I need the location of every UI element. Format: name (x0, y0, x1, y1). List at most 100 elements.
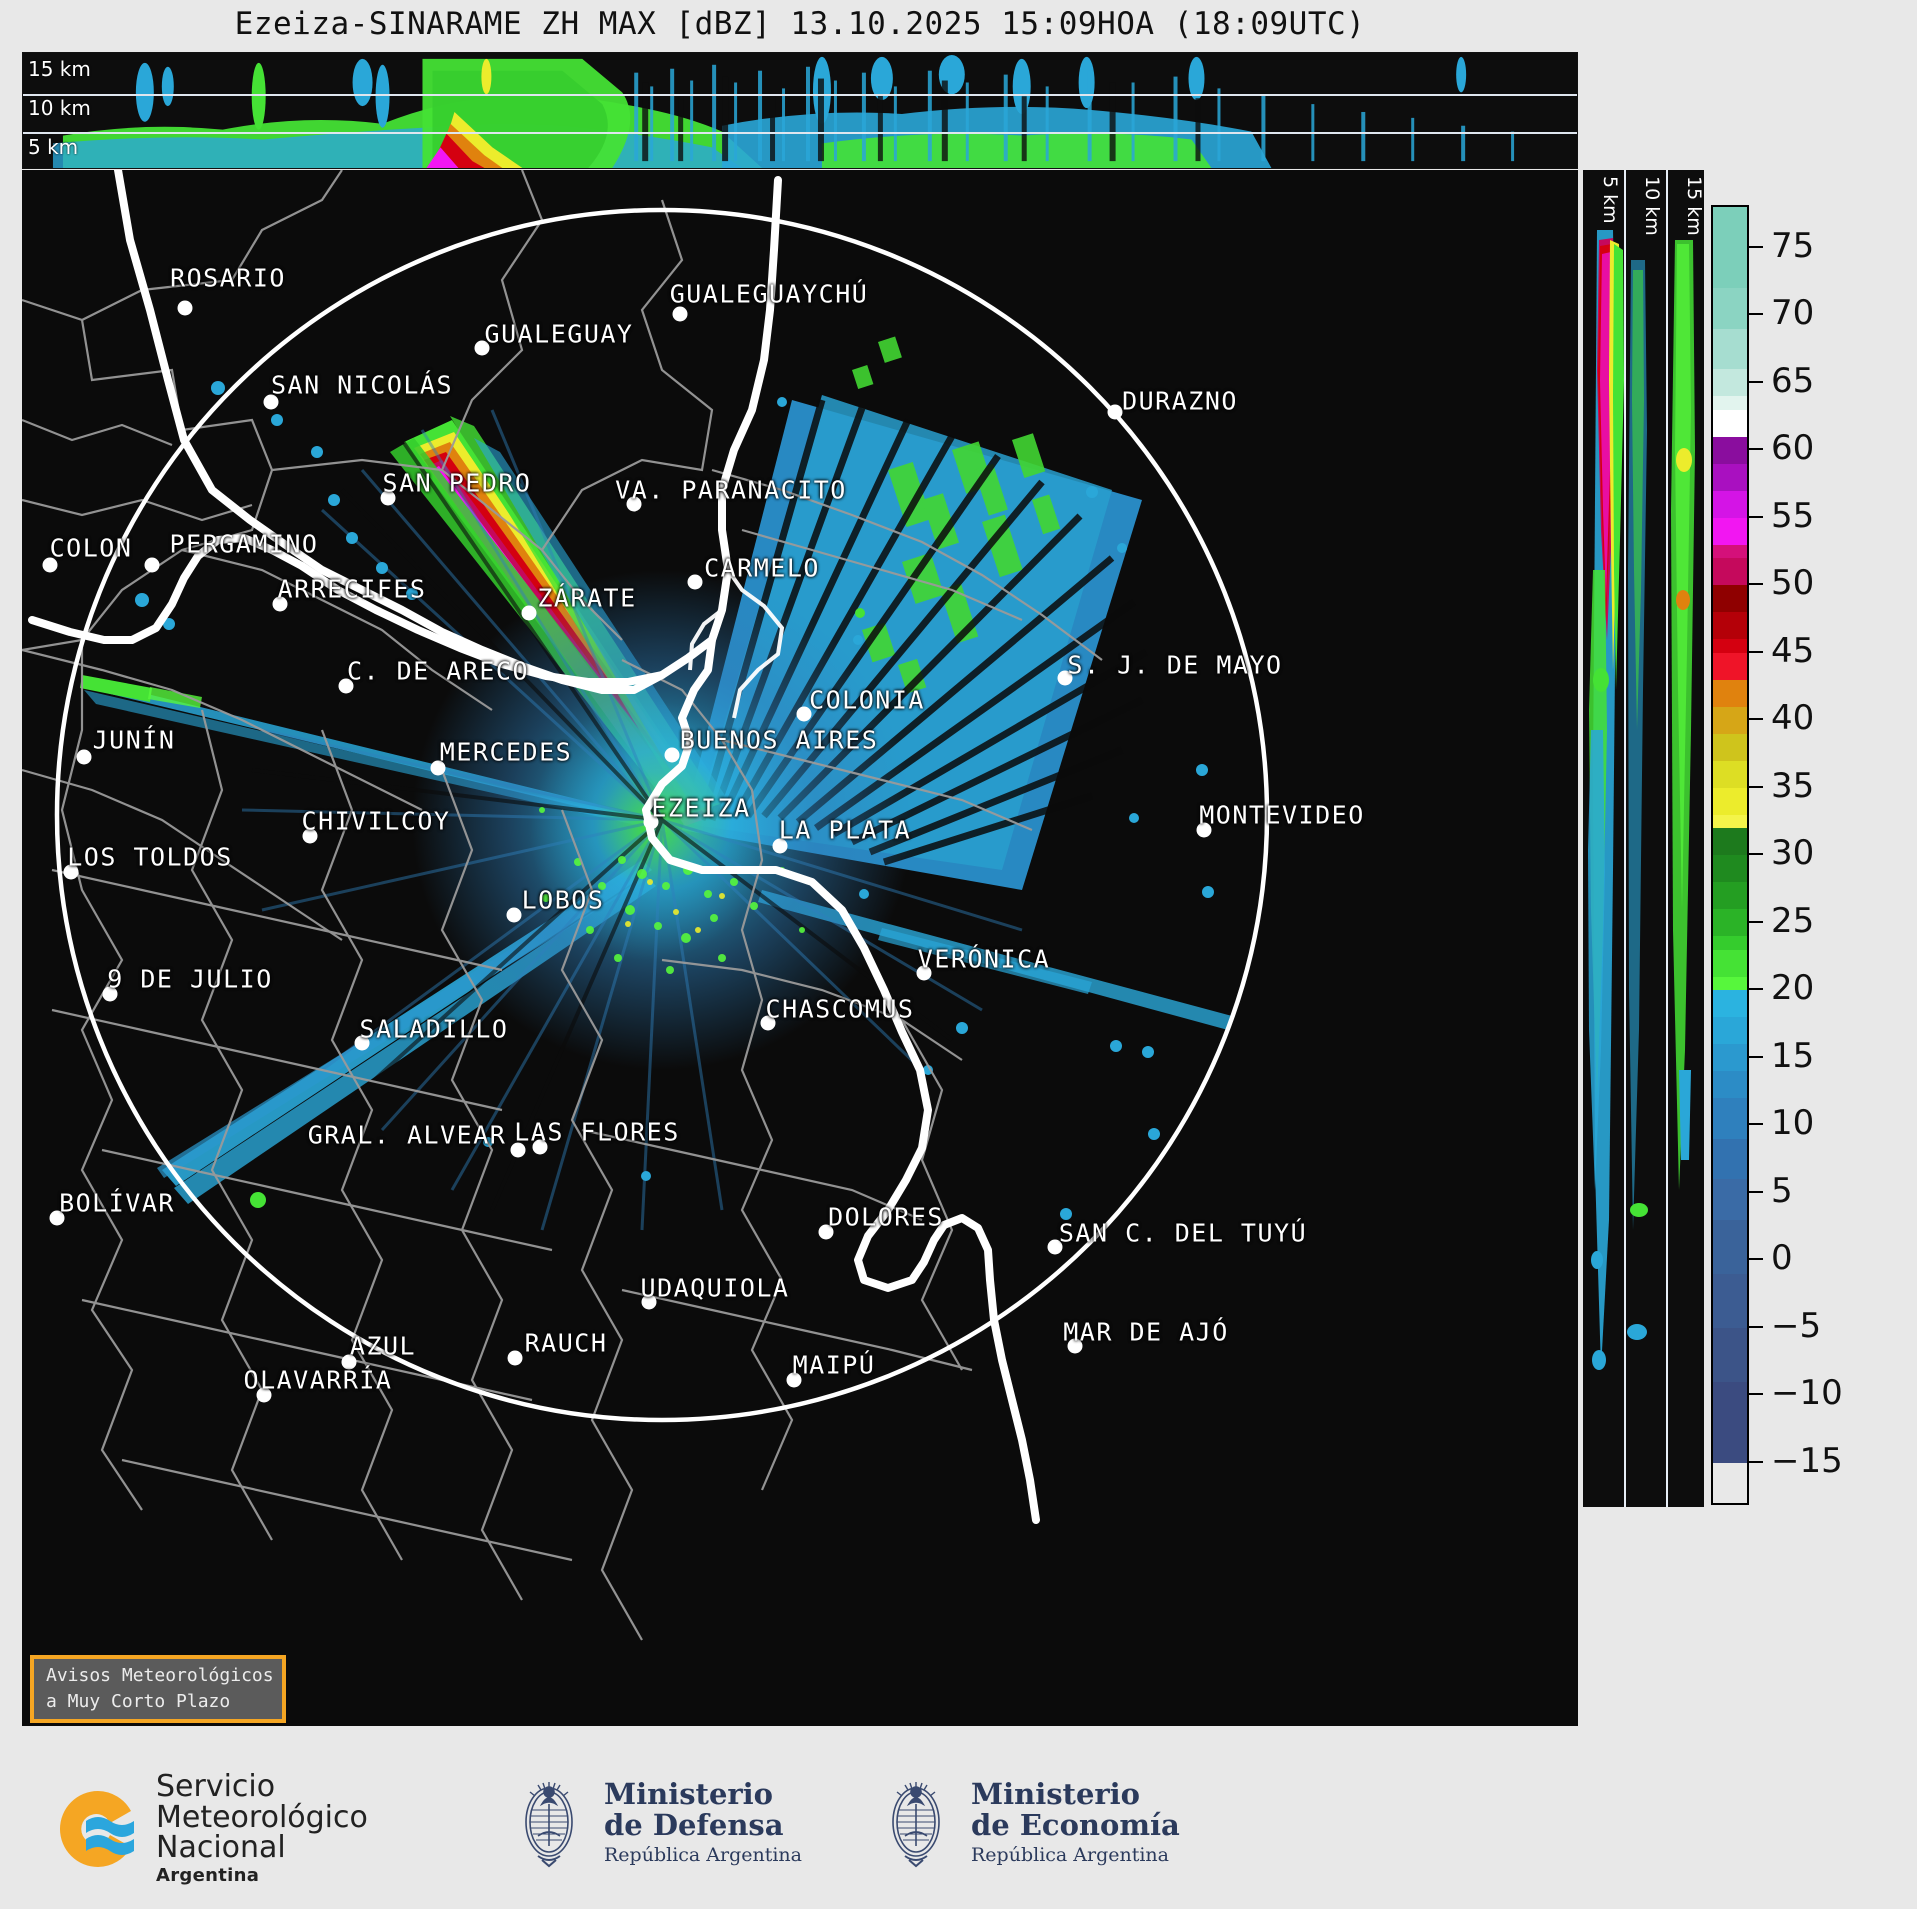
colorbar-segment (1713, 207, 1747, 248)
city-dot (786, 1372, 802, 1388)
colorbar-tick-label: 5 (1771, 1170, 1793, 1211)
colorbar-tick-label: 20 (1771, 968, 1815, 1008)
radar-plan-view-map[interactable]: ROSARIO GUALEGUAYCHÚ GUALEGUAY SAN NICOLÁS D… (22, 170, 1578, 1726)
logo-ministerio-economia: Ministerio de Economía República Argenti… (875, 1774, 1180, 1870)
colorbar-tick (1749, 380, 1763, 383)
colorbar-segment (1713, 976, 1747, 990)
colorbar-segment (1713, 463, 1747, 491)
colorbar-tick (1749, 245, 1763, 248)
city-dot (626, 496, 642, 512)
colorbar-tick-label: 40 (1771, 698, 1815, 738)
map-canvas (22, 170, 1578, 1726)
city-dot (272, 596, 288, 612)
colorbar-segment (1713, 1273, 1747, 1328)
colorbar-segment (1713, 328, 1747, 369)
dbz-colorbar (1711, 205, 1749, 1505)
colorbar-segment (1713, 909, 1747, 936)
city-dot (177, 300, 193, 316)
city-dot (760, 1015, 776, 1031)
city-dot (380, 490, 396, 506)
city-dot (687, 574, 703, 590)
colorbar-tick (1749, 1393, 1763, 1395)
city-dot (641, 1294, 657, 1310)
vertical-strip-label-10km: 10 km (1641, 176, 1663, 236)
colorbar-segment (1713, 855, 1747, 882)
dbz-colorbar-ticks: 75 70 65 60 55 50 45 40 35 30 25 20 15 10 5 0 −5 −10 −15 (1749, 205, 1899, 1505)
colorbar-tick-label: −15 (1771, 1440, 1843, 1481)
city-dot (49, 1210, 65, 1226)
colorbar-segment (1713, 760, 1747, 788)
city-dot (1047, 1239, 1063, 1255)
vertical-strip-label-15km: 15 km (1683, 176, 1704, 236)
city-dot (144, 557, 160, 573)
city-dot (521, 605, 537, 621)
city-dot (643, 814, 659, 830)
colorbar-tick (1749, 515, 1763, 518)
colorbar-tick-label: 60 (1771, 428, 1815, 468)
city-dot (341, 1354, 357, 1370)
colorbar-segment (1713, 1327, 1747, 1382)
colorbar-segment (1713, 679, 1747, 707)
colorbar-segment (1713, 585, 1747, 612)
city-dot (430, 760, 446, 776)
colorbar-segment (1713, 558, 1747, 585)
right-cross-section-panel: 5 km 10 km 15 km (1583, 170, 1704, 1507)
colorbar-tick-label: 75 (1771, 225, 1815, 266)
vertical-strip-label-5km: 5 km (1599, 176, 1621, 224)
smn-logo-icon (59, 1790, 134, 1867)
nowcast-warning-box[interactable]: Avisos Meteorológicos a Muy Corto Plazo (30, 1655, 286, 1723)
colorbar-tick (1749, 1258, 1763, 1260)
colorbar-segment (1713, 369, 1747, 396)
warning-line-2: a Muy Corto Plazo (46, 1691, 231, 1712)
colorbar-segment (1713, 814, 1747, 828)
colorbar-tick-label: 10 (1771, 1103, 1815, 1143)
cross-section-gridline-15km (23, 94, 1577, 96)
city-dot (796, 706, 812, 722)
radar-echo-layer (80, 336, 1232, 1231)
colorbar-tick-label: 35 (1771, 765, 1815, 806)
city-dot (63, 864, 79, 880)
colorbar-tick (1749, 785, 1763, 788)
colorbar-segment (1713, 639, 1747, 653)
colorbar-segment (1713, 517, 1747, 545)
smn-line-2: Meteorológico (156, 1799, 368, 1835)
colorbar-segment (1713, 1098, 1747, 1139)
colorbar-segment (1713, 1138, 1747, 1179)
colorbar-segment (1713, 396, 1747, 410)
city-dot (42, 557, 58, 573)
colorbar-segment (1713, 247, 1747, 288)
colorbar-segment (1713, 1044, 1747, 1071)
city-dot (256, 1387, 272, 1403)
colorbar-tick-label: 50 (1771, 563, 1815, 603)
colorbar-segment (1713, 828, 1747, 855)
defensa-line-2: de Defensa (604, 1808, 784, 1843)
right-cross-section-canvas (1583, 170, 1704, 1507)
cross-section-label-15km: 15 km (28, 57, 91, 81)
city-dot (818, 1224, 834, 1240)
colorbar-tick (1749, 1190, 1763, 1193)
colorbar-segment (1713, 436, 1747, 464)
city-dot (664, 747, 680, 763)
city-dot (507, 1350, 523, 1366)
city-dot (102, 986, 118, 1002)
colorbar-segment (1713, 612, 1747, 639)
colorbar-segment (1713, 949, 1747, 977)
city-dot (474, 340, 490, 356)
footer-logos: Servicio Meteorológico Nacional Argentin… (0, 1740, 1917, 1909)
colorbar-segment (1713, 288, 1747, 329)
strip-separator-1 (1624, 170, 1626, 1507)
logo-smn: Servicio Meteorológico Nacional Argentin… (52, 1771, 368, 1885)
city-dot (672, 306, 688, 322)
colorbar-tick (1749, 718, 1763, 720)
colorbar-tick (1749, 313, 1763, 315)
cross-section-gridline-10km (23, 132, 1577, 134)
argentina-coat-of-arms-icon-2 (892, 1782, 940, 1868)
colorbar-segment (1713, 652, 1747, 680)
colorbar-tick (1749, 1460, 1763, 1463)
economia-line-3: República Argentina (971, 1843, 1169, 1866)
smn-line-3: Nacional (156, 1830, 286, 1866)
logo-ministerio-defensa: Ministerio de Defensa República Argentin… (508, 1774, 802, 1870)
colorbar-tick-label: 15 (1771, 1035, 1815, 1076)
colorbar-segment (1713, 787, 1747, 815)
colorbar-segment (1713, 733, 1747, 761)
